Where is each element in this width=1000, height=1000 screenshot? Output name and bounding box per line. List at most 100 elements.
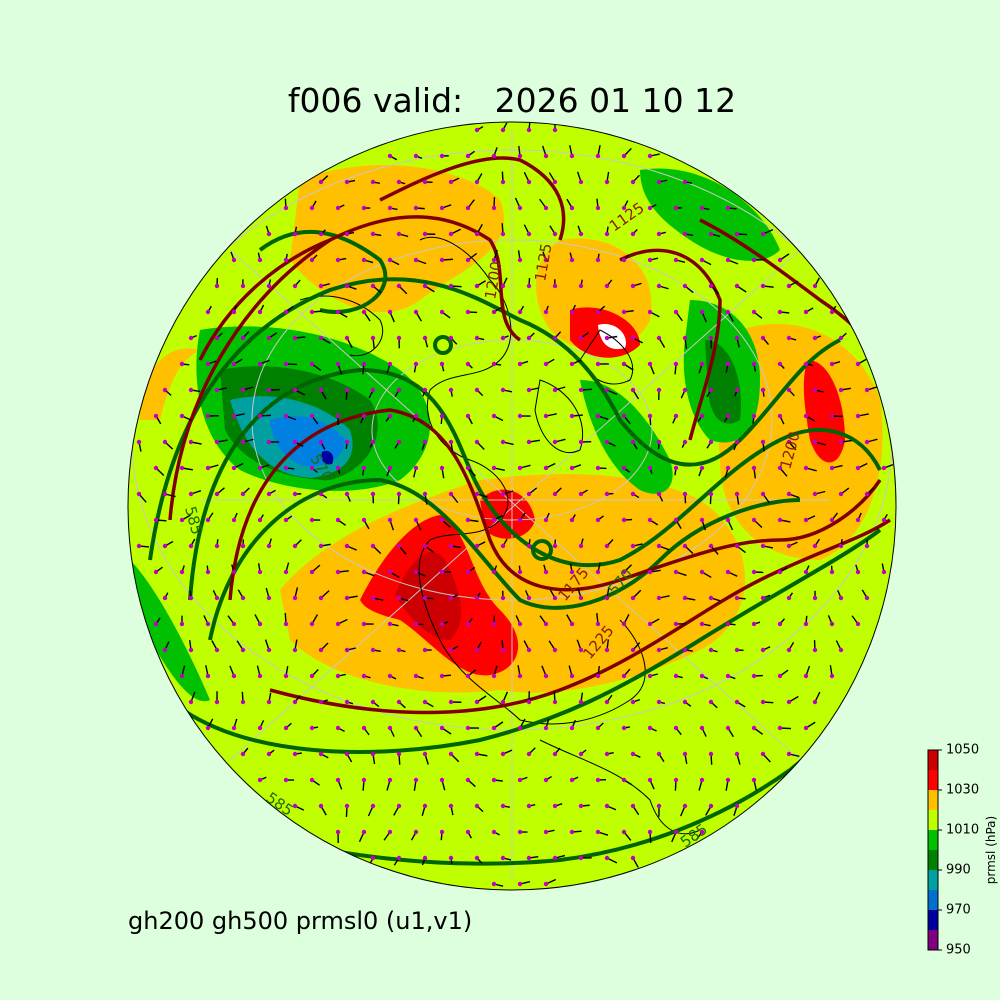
wind-dot (786, 699, 792, 705)
wind-dot (517, 205, 523, 211)
wind-dot (517, 465, 523, 471)
wind-dot (136, 439, 142, 445)
wind-dot (465, 309, 471, 315)
wind-dot (257, 621, 263, 627)
wind-dot (708, 283, 714, 289)
wind-dot (465, 621, 471, 627)
wind-dot (283, 777, 289, 783)
wind-dot (595, 829, 601, 835)
wind-dot (370, 855, 376, 861)
wind-dot (517, 309, 523, 315)
wind-dot (266, 335, 272, 341)
wind-dot (708, 491, 714, 497)
wind-dot (335, 257, 341, 263)
wind-dot (708, 387, 714, 393)
wind-dot (621, 725, 627, 731)
wind-dot (673, 309, 679, 315)
wind-dot (500, 751, 506, 757)
wind-dot (370, 231, 376, 237)
wind-dot (656, 543, 662, 549)
wind-dot (344, 387, 350, 393)
wind-dot (786, 595, 792, 601)
colorbar-segment (928, 930, 938, 950)
wind-dot (812, 387, 818, 393)
wind-dot (179, 569, 185, 575)
wind-dot (656, 335, 662, 341)
wind-dot (205, 309, 211, 315)
wind-dot (439, 205, 445, 211)
wind-dot (543, 153, 549, 159)
wind-dot (595, 465, 601, 471)
wind-dot (266, 595, 272, 601)
wind-dot (448, 231, 454, 237)
wind-dot (786, 387, 792, 393)
wind-dot (474, 595, 480, 601)
wind-dot (595, 205, 601, 211)
wind-dot (361, 621, 367, 627)
wind-dot (552, 179, 558, 185)
wind-dot (647, 621, 653, 627)
wind-dot (370, 335, 376, 341)
wind-dot (699, 465, 705, 471)
wind-dot (266, 699, 272, 705)
wind-dot (699, 673, 705, 679)
wind-dot (656, 647, 662, 653)
wind-dot (777, 413, 783, 419)
wind-dot (578, 179, 584, 185)
wind-dot (396, 335, 402, 341)
wind-dot (309, 361, 315, 367)
colorbar-tick-label: 990 (946, 863, 971, 878)
wind-dot (491, 517, 497, 523)
wind-dot (318, 699, 324, 705)
wind-dot (396, 647, 402, 653)
wind-dot (656, 179, 662, 185)
wind-dot (751, 517, 757, 523)
wind-dot (630, 595, 636, 601)
wind-dot (517, 153, 523, 159)
wind-dot (422, 647, 428, 653)
wind-dot (387, 673, 393, 679)
wind-dot (344, 751, 350, 757)
caption: gh200 gh500 prmsl0 (u1,v1) (128, 907, 472, 935)
wind-dot (786, 647, 792, 653)
wind-dot (344, 699, 350, 705)
wind-dot (500, 283, 506, 289)
wind-dot (552, 543, 558, 549)
wind-dot (214, 699, 220, 705)
globe-outline (127, 121, 897, 891)
wind-dot (864, 595, 870, 601)
wind-dot (786, 439, 792, 445)
wind-dot (578, 595, 584, 601)
wind-dot (838, 387, 844, 393)
wind-dot (621, 673, 627, 679)
wind-dot (621, 361, 627, 367)
wind-dot (361, 361, 367, 367)
wind-dot (803, 465, 809, 471)
wind-dot (760, 335, 766, 341)
wind-dot (448, 595, 454, 601)
wind-dot (708, 543, 714, 549)
wind-dot (474, 231, 480, 237)
colorbar-segment (928, 790, 938, 810)
wind-dot (240, 543, 246, 549)
wind-dot (491, 205, 497, 211)
wind-dot (517, 517, 523, 523)
wind-dot (396, 595, 402, 601)
wind-dot (647, 829, 653, 835)
wind-dot (552, 751, 558, 757)
wind-dot (448, 439, 454, 445)
wind-dot (474, 283, 480, 289)
wind-dot (465, 465, 471, 471)
wind-dot (422, 491, 428, 497)
wind-dot (656, 751, 662, 757)
wind-dot (647, 413, 653, 419)
wind-dot (829, 465, 835, 471)
wind-dot (526, 439, 532, 445)
wind-dot (604, 855, 610, 861)
wind-dot (422, 387, 428, 393)
wind-dot (214, 387, 220, 393)
wind-dot (188, 595, 194, 601)
wind-dot (630, 179, 636, 185)
wind-dot (292, 283, 298, 289)
